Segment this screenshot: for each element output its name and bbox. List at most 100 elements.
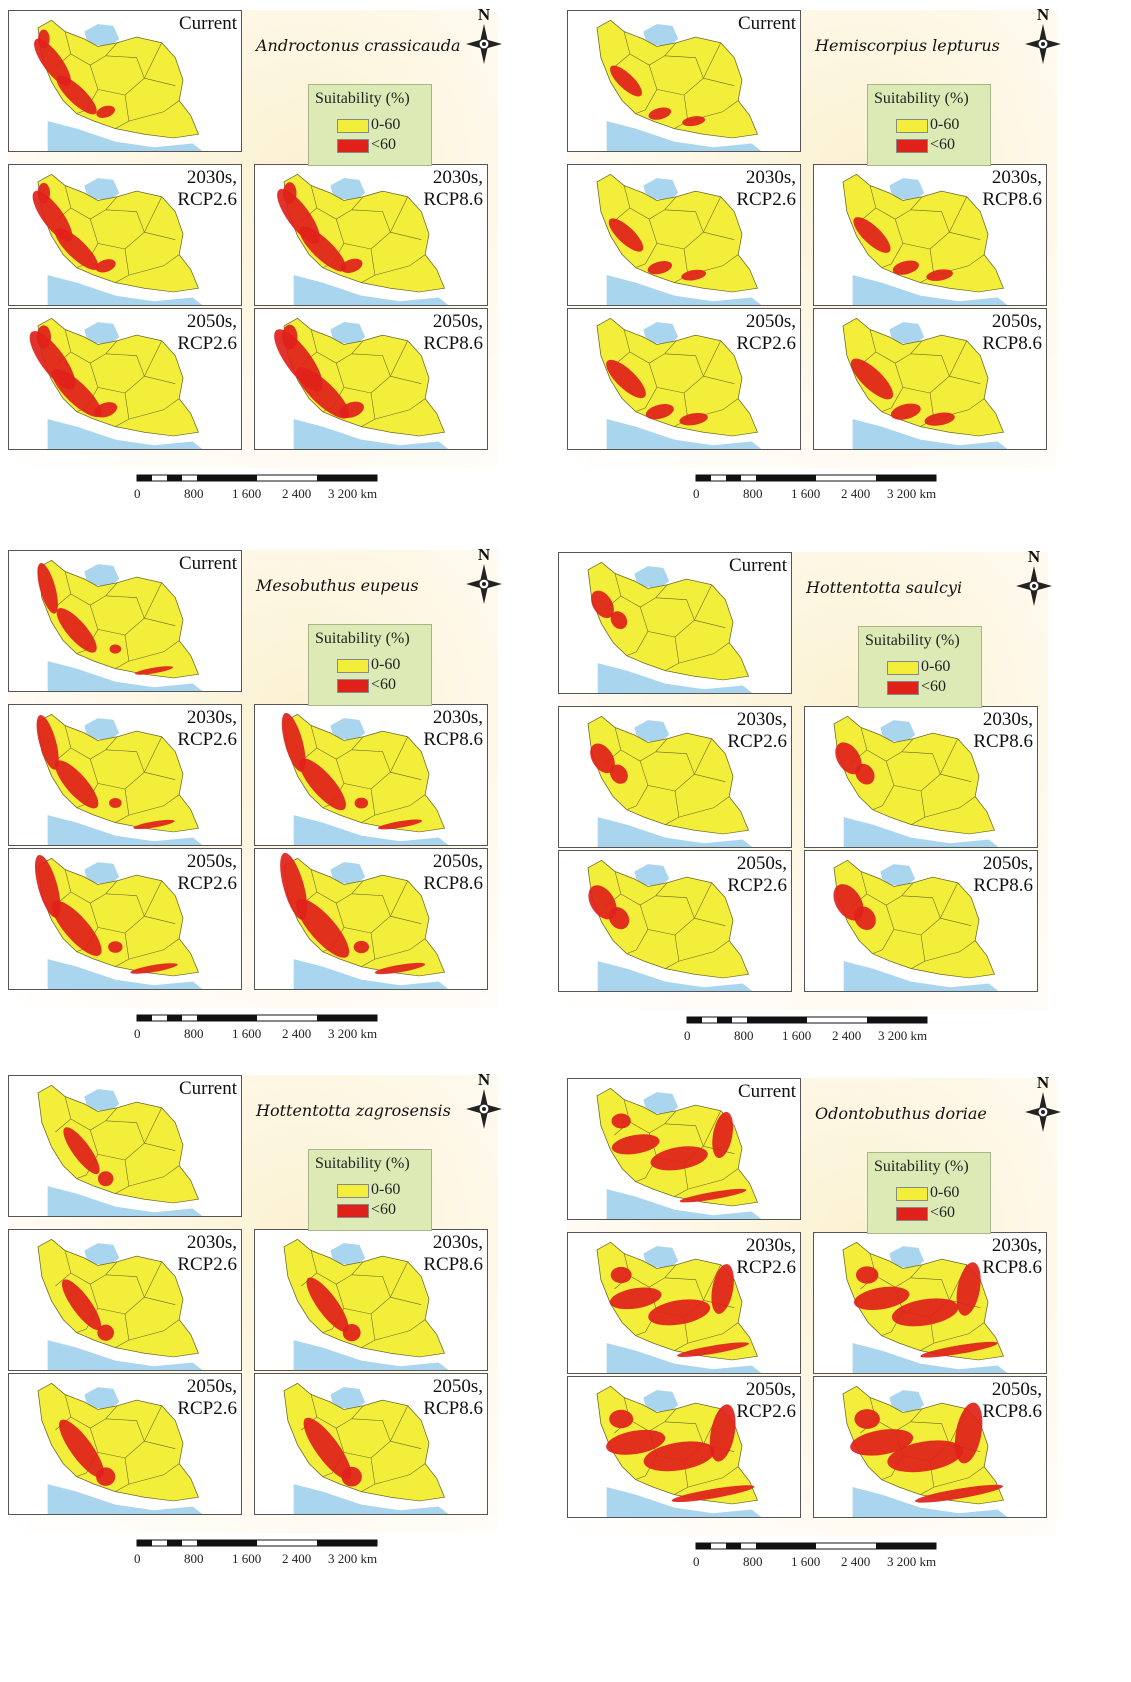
suitability-patch xyxy=(37,182,51,204)
persian-gulf xyxy=(47,815,203,845)
scale-tick-label: 1 600 xyxy=(782,1028,812,1043)
persian-gulf xyxy=(293,815,449,845)
province-border xyxy=(128,640,180,662)
north-arrow-icon: N xyxy=(460,4,508,68)
province-border xyxy=(144,1142,176,1151)
province-border xyxy=(703,77,735,86)
province-border xyxy=(694,917,726,926)
scenario-label: 2050s, RCP2.6 xyxy=(727,853,787,896)
province-border xyxy=(920,1316,935,1351)
province-border xyxy=(64,1096,118,1131)
scale-tick-label: 1 600 xyxy=(232,1026,262,1041)
scale-tick-label: 0 xyxy=(134,1551,141,1566)
persian-gulf xyxy=(47,1484,203,1514)
scale-tick-label: 800 xyxy=(184,486,204,501)
province-border xyxy=(105,893,145,917)
scenario-label: 2030s, RCP8.6 xyxy=(982,167,1042,210)
province-border xyxy=(55,1272,72,1287)
iran-map xyxy=(596,1087,762,1219)
province-border xyxy=(911,934,926,969)
legend-swatch xyxy=(337,1204,369,1218)
persian-gulf xyxy=(597,961,753,991)
province-border xyxy=(128,938,180,960)
species-name: Odontobuthus doriae xyxy=(815,1104,987,1123)
province-border xyxy=(626,785,649,810)
province-border xyxy=(390,915,422,924)
suitability-patch xyxy=(643,1441,715,1472)
caspian-sea xyxy=(330,322,366,345)
species-panel: Current 2030s, RCP2.6 2030s, RCP8.6 2050s, … xyxy=(8,1070,508,1575)
caspian-sea xyxy=(84,718,120,741)
suitability-patch xyxy=(299,226,346,272)
map-frame-2030s-rcp86: 2030s, RCP8.6 xyxy=(254,1229,488,1371)
legend-label: <60 xyxy=(371,676,397,693)
province-border xyxy=(105,1274,145,1298)
scale-tick-label: 1 600 xyxy=(791,486,821,501)
province-border xyxy=(351,1274,391,1298)
suitability-patch xyxy=(353,940,369,954)
suitability-patch xyxy=(853,1286,910,1310)
map-frame-2050s-rcp86: 2050s, RCP8.6 xyxy=(813,308,1047,450)
province-border xyxy=(128,398,180,420)
province-border xyxy=(910,209,950,233)
caspian-sea xyxy=(643,1246,679,1269)
province-border xyxy=(105,1120,145,1144)
caspian-sea xyxy=(634,566,670,589)
suitability-patch xyxy=(588,885,617,920)
svg-text:N: N xyxy=(478,1070,491,1089)
province-border xyxy=(940,917,972,926)
suitability-patch xyxy=(611,1113,631,1129)
province-border xyxy=(901,895,941,919)
caspian-sea xyxy=(84,564,120,587)
iran-map xyxy=(34,19,203,151)
province-border xyxy=(694,619,726,628)
scenario-label: 2030s, RCP2.6 xyxy=(177,707,237,750)
province-border xyxy=(678,796,730,818)
suitability-patch xyxy=(609,1287,662,1310)
suitability-patch xyxy=(679,1188,747,1203)
province-border xyxy=(674,1162,689,1197)
map-frame-current: Current xyxy=(558,552,792,694)
caspian-sea xyxy=(889,322,925,345)
province-border xyxy=(374,938,426,960)
suitability-patch xyxy=(340,258,363,273)
caspian-sea xyxy=(643,1390,679,1413)
suitability-patch xyxy=(677,1342,749,1357)
province-border xyxy=(872,785,895,810)
suitability-patch xyxy=(281,712,306,772)
scale-bar: 0 800 1 600 2 400 3 200 km xyxy=(691,1540,991,1580)
suitability-patch xyxy=(130,963,178,974)
iran-map xyxy=(587,715,753,847)
iran-map xyxy=(277,173,449,305)
persian-gulf xyxy=(47,121,203,151)
province-border xyxy=(128,794,180,816)
province-border xyxy=(105,209,145,233)
persian-gulf xyxy=(293,419,449,449)
map-frame-2050s-rcp26: 2050s, RCP2.6 xyxy=(8,308,242,450)
province-border xyxy=(105,353,145,377)
persian-gulf xyxy=(852,1343,1008,1373)
scenario-label: 2050s, RCP8.6 xyxy=(982,311,1042,354)
suitability-patch xyxy=(296,898,350,958)
suitability-patch xyxy=(54,228,99,270)
suitability-patch xyxy=(341,1466,362,1487)
caspian-sea xyxy=(84,862,120,885)
province-border xyxy=(361,788,376,823)
suitability-patch xyxy=(608,218,644,252)
suitability-legend: Suitability (%) 0-60 <60 xyxy=(308,1149,432,1231)
province-border xyxy=(64,329,118,364)
species-name: Androctonus crassicauda xyxy=(256,36,461,55)
province-border xyxy=(144,1440,176,1449)
species-panel: Current 2030s, RCP2.6 2030s, RCP8.6 2050s, … xyxy=(558,547,1058,1052)
map-frame-2030s-rcp26: 2030s, RCP2.6 xyxy=(567,164,801,306)
persian-gulf xyxy=(606,121,762,151)
scenario-label: 2050s, RCP2.6 xyxy=(736,1379,796,1422)
map-frame-2030s-rcp26: 2030s, RCP2.6 xyxy=(558,706,792,848)
suitability-patch xyxy=(891,1298,959,1327)
province-border xyxy=(703,231,735,240)
iran-map xyxy=(274,317,449,449)
scenario-label: Current xyxy=(728,555,787,576)
scenario-label: 2030s, RCP2.6 xyxy=(727,709,787,752)
persian-gulf xyxy=(606,1343,762,1373)
